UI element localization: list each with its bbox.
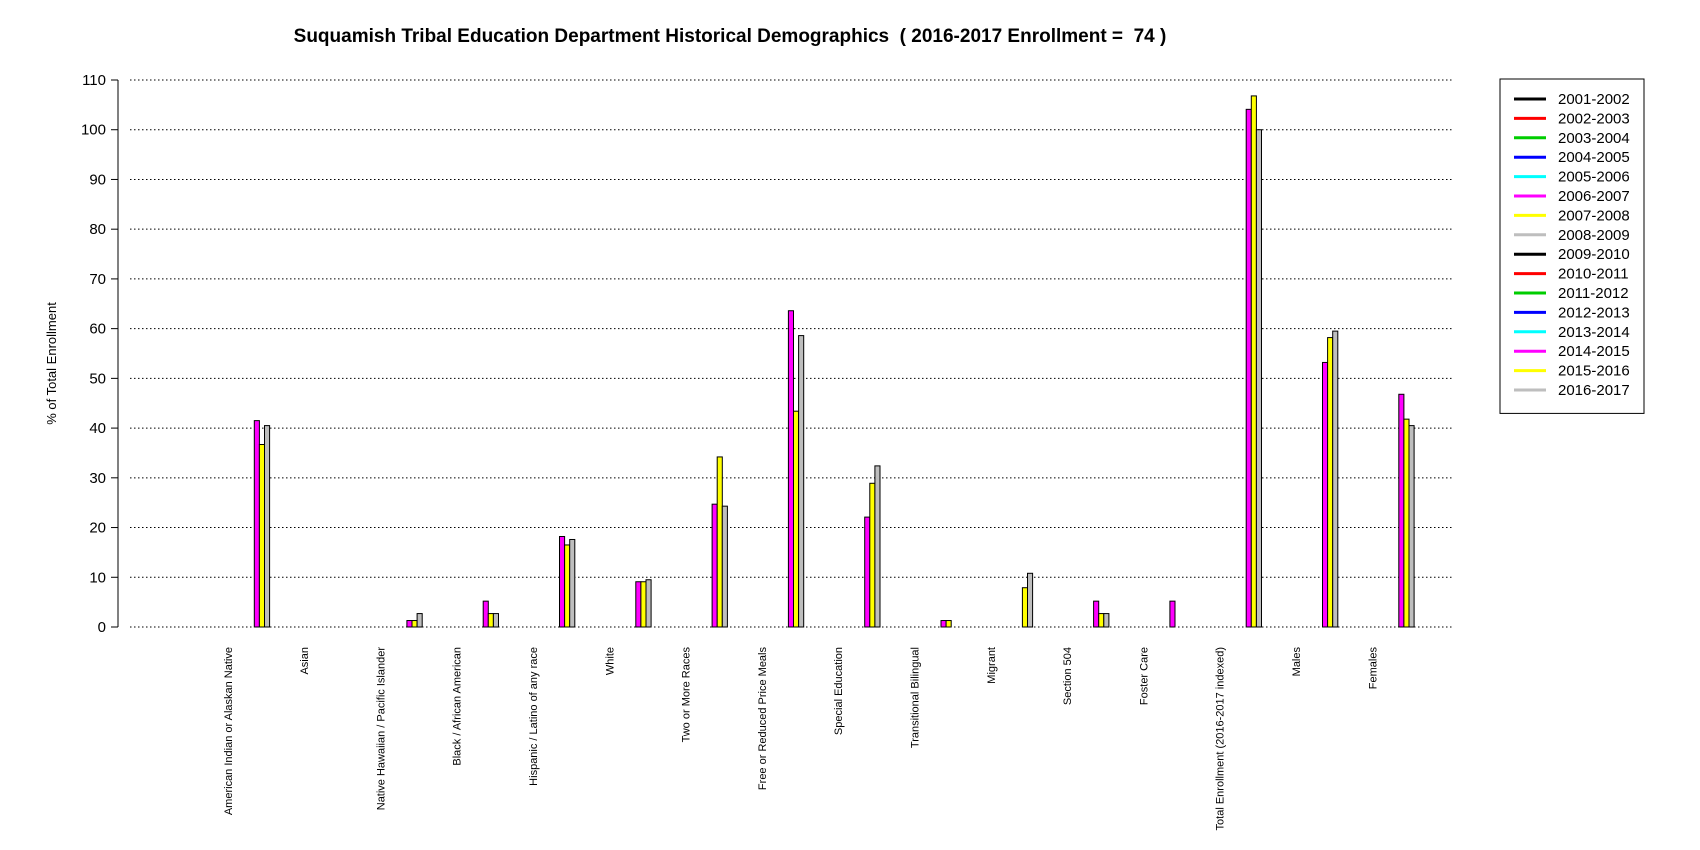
bar: [564, 544, 571, 628]
legend-label: 2012-2013: [1558, 304, 1630, 321]
y-tick-label: 20: [89, 520, 106, 537]
legend-label: 2002-2003: [1558, 110, 1630, 127]
bars: [253, 95, 1415, 628]
legend-label: 2004-2005: [1558, 149, 1630, 166]
legend-label: 2009-2010: [1558, 246, 1630, 263]
bar: [1093, 600, 1100, 628]
bar: [864, 516, 871, 628]
category-label: Males: [1291, 647, 1303, 677]
legend-label: 2008-2009: [1558, 227, 1630, 244]
bar: [874, 465, 881, 628]
category-label: Transitional Bilingual: [910, 647, 922, 748]
y-axis-label: % of Total Enrollment: [44, 302, 59, 425]
category-label: Asian: [299, 647, 311, 675]
bar: [487, 613, 494, 628]
legend-label: 2006-2007: [1558, 188, 1630, 205]
bar: [482, 600, 489, 628]
bar: [1322, 361, 1329, 628]
y-tick-label: 90: [89, 171, 106, 188]
legend-label: 2011-2012: [1558, 285, 1629, 302]
legend-box: [1499, 78, 1645, 414]
legend-label: 2016-2017: [1558, 382, 1630, 399]
category-label: American Indian or Alaskan Native: [223, 647, 235, 815]
bar: [406, 620, 413, 628]
bar: [253, 420, 260, 628]
bar: [1245, 108, 1252, 628]
bar: [492, 613, 499, 628]
bar: [711, 503, 718, 628]
bar: [869, 482, 876, 628]
category-labels: American Indian or Alaskan Native Asian Na…: [223, 647, 1380, 831]
bar: [716, 456, 723, 628]
bar: [645, 579, 652, 628]
y-tick-label: 50: [89, 370, 106, 387]
category-label: Two or More Races: [681, 647, 693, 743]
chart-title: Suquamish Tribal Education Department Hi…: [293, 26, 1167, 47]
category-label: Native Hawaiian / Pacific Islander: [375, 647, 387, 811]
bar: [569, 538, 576, 628]
category-label: Section 504: [1062, 647, 1074, 705]
legend-label: 2007-2008: [1558, 207, 1630, 224]
y-axis: 0 10 20 30 40 50 60 70 80 90 100 110: [81, 72, 119, 636]
bar: [416, 613, 423, 628]
y-tick-label: 60: [89, 321, 106, 338]
bar: [1027, 572, 1034, 628]
bar: [635, 581, 642, 628]
category-label: Females: [1367, 647, 1379, 690]
legend-label: 2001-2002: [1558, 91, 1630, 108]
bar: [1403, 418, 1410, 628]
bar: [1332, 330, 1339, 628]
category-label: Migrant: [986, 647, 998, 684]
bar: [1250, 95, 1257, 628]
y-tick-label: 70: [89, 271, 106, 288]
bar: [1103, 613, 1110, 628]
y-tick-label: 10: [89, 569, 106, 586]
legend-label: 2014-2015: [1558, 343, 1630, 360]
y-tick-label: 100: [81, 122, 106, 139]
legend-label: 2005-2006: [1558, 169, 1630, 186]
bar: [1408, 425, 1415, 628]
category-label: Foster Care: [1138, 647, 1150, 705]
category-label: White: [604, 647, 616, 675]
bar: [1327, 337, 1334, 628]
y-tick-label: 80: [89, 221, 106, 238]
bar: [1255, 129, 1263, 628]
bar: [721, 505, 728, 628]
bar: [1098, 613, 1105, 628]
bar: [411, 620, 418, 628]
bar: [264, 425, 271, 628]
bar: [945, 620, 952, 628]
y-tick-label: 40: [89, 420, 106, 437]
legend: 2001-2002 2002-2003 2003-2004 2004-2005 2005…: [1499, 78, 1645, 414]
category-label: Free or Reduced Price Meals: [757, 647, 769, 791]
legend-label: 2010-2011: [1558, 266, 1629, 283]
legend-label: 2015-2016: [1558, 363, 1630, 380]
legend-label: 2013-2014: [1558, 324, 1630, 341]
bar: [258, 444, 265, 628]
bar: [559, 535, 566, 628]
category-label: Hispanic / Latino of any race: [528, 647, 540, 786]
bar: [798, 335, 805, 628]
legend-label: 2003-2004: [1558, 130, 1630, 147]
category-label: Black / African American: [452, 647, 464, 766]
category-label: Total Enrollment (2016-2017 indexed): [1215, 647, 1227, 830]
bar: [793, 410, 800, 628]
y-tick-label: 30: [89, 470, 106, 487]
bar: [1398, 393, 1405, 628]
y-tick-label: 0: [98, 619, 106, 636]
bar: [1169, 600, 1176, 628]
bar: [940, 620, 947, 628]
category-label: Special Education: [833, 647, 845, 735]
bar: [640, 581, 647, 628]
y-tick-label: 110: [82, 72, 106, 89]
bar: [787, 310, 795, 628]
bar: [1021, 587, 1029, 628]
